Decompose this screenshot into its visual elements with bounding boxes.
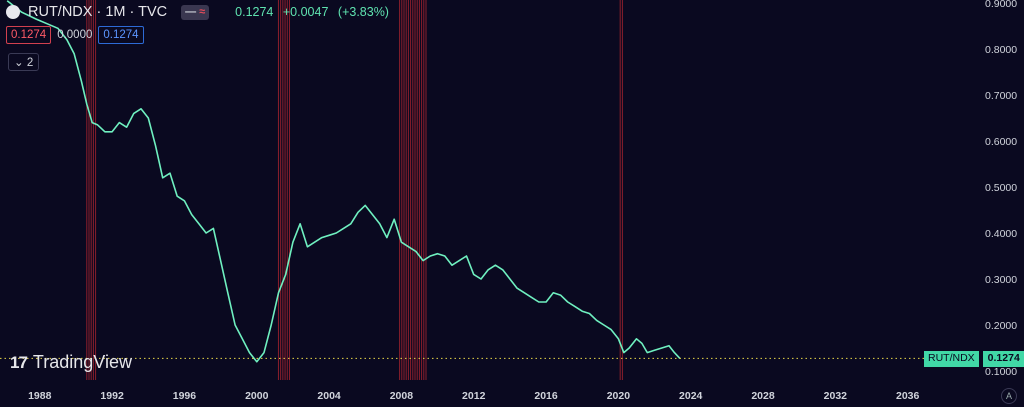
- recession-band: [399, 0, 427, 380]
- quote-readout: 0.1274 +0.0047 (+3.83%): [235, 5, 395, 19]
- chevron-down-icon: ⌄: [14, 57, 24, 69]
- x-tick-label: 2016: [534, 390, 558, 402]
- price-label-value: 0.1274: [982, 351, 1024, 367]
- indicators-collapse-button[interactable]: ⌄ 2: [8, 53, 40, 71]
- x-tick-label: 2000: [245, 390, 269, 402]
- x-tick-label: 2024: [679, 390, 703, 402]
- y-tick-label: 0.5000: [985, 182, 1017, 194]
- logo-text: TradingView: [32, 352, 132, 372]
- x-tick-label: 2012: [462, 390, 486, 402]
- line-style-icon: —: [185, 6, 197, 18]
- indicator-count: 2: [26, 57, 34, 69]
- y-tick-label: 0.3000: [985, 274, 1017, 286]
- tv-logo-icon: 17: [10, 352, 28, 372]
- compare-icon: ≈: [199, 6, 206, 18]
- x-tick-label: 2004: [317, 390, 341, 402]
- sell-box[interactable]: 0.1274: [6, 26, 52, 44]
- x-tick-label: 1996: [173, 390, 197, 402]
- buy-box[interactable]: 0.1274: [98, 26, 144, 44]
- recession-band: [277, 0, 290, 380]
- x-tick-label: 2020: [607, 390, 631, 402]
- y-tick-label: 0.9000: [985, 0, 1017, 10]
- series-line: [6, 0, 681, 363]
- x-tick-label: 2036: [896, 390, 920, 402]
- x-tick-label: 1992: [100, 390, 124, 402]
- last-price: 0.1274: [235, 5, 274, 19]
- price-label-symbol: RUT/NDX: [924, 351, 979, 367]
- symbol-logo-icon: [6, 5, 20, 19]
- y-tick-label: 0.1000: [985, 366, 1017, 378]
- chart-style-toggle[interactable]: — ≈: [181, 4, 210, 20]
- price-label-badge: RUT/NDX 0.1274: [924, 351, 1024, 367]
- recession-band: [86, 0, 97, 380]
- price-change-percent: (+3.83%): [337, 5, 389, 19]
- y-tick-label: 0.2000: [985, 320, 1017, 332]
- x-tick-label: 2028: [751, 390, 775, 402]
- y-tick-label: 0.4000: [985, 228, 1017, 240]
- auto-scale-button[interactable]: A: [1001, 388, 1017, 404]
- spread-value: 0.0000: [57, 29, 93, 41]
- y-tick-label: 0.7000: [985, 90, 1017, 102]
- trade-boxes: 0.1274 0.0000 0.1274: [6, 26, 144, 44]
- x-tick-label: 2008: [390, 390, 414, 402]
- y-tick-label: 0.8000: [985, 44, 1017, 56]
- x-tick-label: 1988: [28, 390, 52, 402]
- y-tick-label: 0.6000: [985, 136, 1017, 148]
- recession-band: [619, 0, 623, 380]
- tradingview-logo[interactable]: 17 TradingView: [10, 352, 132, 373]
- symbol-title[interactable]: RUT/NDX · 1M · TVC: [28, 4, 168, 20]
- price-change: +0.0047: [282, 5, 329, 19]
- x-tick-label: 2032: [824, 390, 848, 402]
- chart-header: RUT/NDX · 1M · TVC — ≈ 0.1274 +0.0047 (+…: [6, 2, 395, 22]
